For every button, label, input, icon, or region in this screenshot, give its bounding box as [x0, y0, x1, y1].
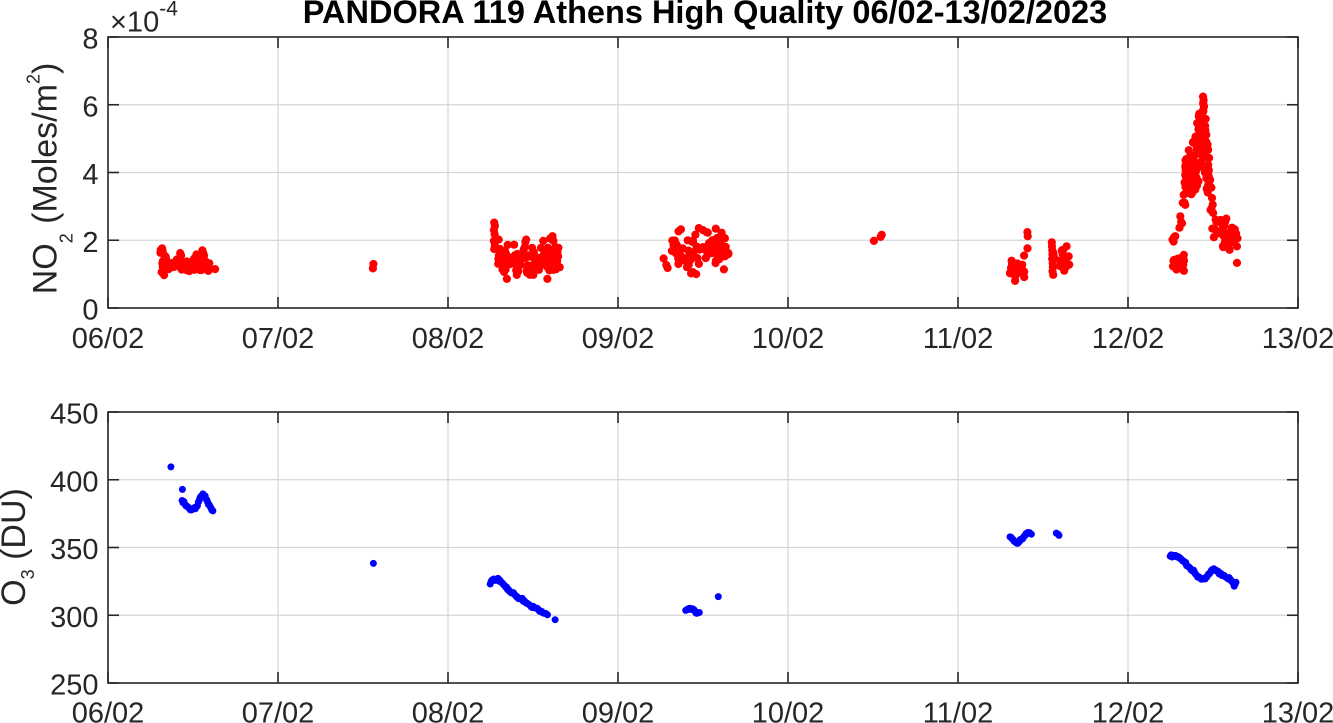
svg-text:2: 2: [82, 227, 98, 259]
svg-text:0: 0: [82, 295, 98, 327]
svg-text:06/02: 06/02: [72, 698, 145, 723]
svg-text:06/02: 06/02: [72, 323, 145, 355]
svg-text:07/02: 07/02: [242, 323, 315, 355]
svg-text:450: 450: [50, 399, 98, 431]
svg-text:11/02: 11/02: [923, 698, 993, 723]
svg-text:12/02: 12/02: [1092, 323, 1165, 355]
svg-text:13/02: 13/02: [1262, 698, 1333, 723]
svg-text:10/02: 10/02: [752, 323, 825, 355]
svg-text:08/02: 08/02: [412, 323, 485, 355]
svg-text:13/02: 13/02: [1262, 323, 1333, 355]
svg-text:PANDORA 119 Athens High Qualit: PANDORA 119 Athens High Quality 06/02-13…: [303, 0, 1107, 30]
svg-text:250: 250: [50, 670, 98, 702]
svg-text:09/02: 09/02: [582, 323, 655, 355]
svg-text:O3 (DU): O3 (DU): [0, 488, 38, 606]
svg-text:6: 6: [82, 91, 98, 123]
svg-text:08/02: 08/02: [412, 698, 485, 723]
svg-text:07/02: 07/02: [242, 698, 315, 723]
svg-text:10/02: 10/02: [752, 698, 825, 723]
svg-text:350: 350: [50, 534, 98, 566]
svg-text:8: 8: [82, 24, 98, 56]
svg-text:11/02: 11/02: [923, 323, 993, 355]
svg-text:4: 4: [82, 159, 98, 191]
svg-text:400: 400: [50, 466, 98, 498]
svg-text:300: 300: [50, 602, 98, 634]
svg-text:12/02: 12/02: [1092, 698, 1165, 723]
svg-text:09/02: 09/02: [582, 698, 655, 723]
